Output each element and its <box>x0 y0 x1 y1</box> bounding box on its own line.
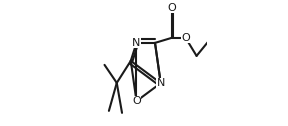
Text: N: N <box>132 38 141 48</box>
Text: N: N <box>157 78 165 88</box>
Text: O: O <box>167 3 176 13</box>
Text: O: O <box>132 96 141 106</box>
Text: O: O <box>181 33 190 43</box>
